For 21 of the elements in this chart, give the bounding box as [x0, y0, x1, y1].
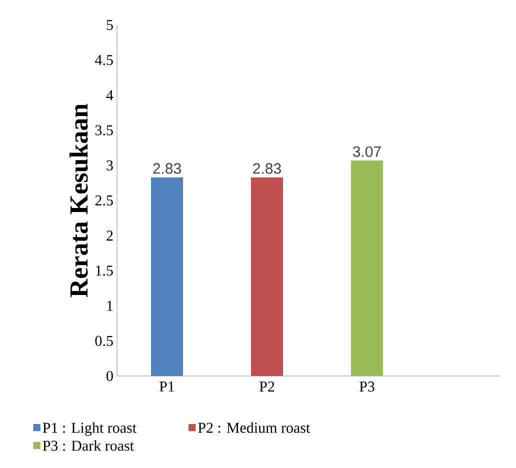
- y-tick-label: 0.5: [95, 336, 113, 346]
- y-tick-label: 5: [106, 20, 113, 30]
- y-tick-label: 2.5: [95, 195, 113, 206]
- legend-label: P2 : Medium roast: [198, 422, 310, 433]
- data-label: 2.83: [253, 163, 281, 174]
- x-tick-label: P2: [260, 382, 274, 392]
- x-tick-label: P1: [160, 382, 174, 392]
- y-tick-label: 4.5: [95, 55, 113, 66]
- legend-label: P1 : Light roast: [42, 422, 136, 436]
- data-label: 2.83: [153, 163, 181, 174]
- y-axis-title: Rerata Kesukaan: [70, 104, 88, 298]
- y-tick-label: 3.5: [95, 125, 113, 136]
- y-tick-label: 1.5: [96, 266, 113, 276]
- data-label: 3.07: [352, 146, 381, 157]
- y-tick-label: 2: [106, 230, 113, 241]
- y-tick-label: 1: [107, 300, 113, 311]
- y-tick-label: 3: [106, 160, 113, 170]
- y-tick-label: 4: [106, 90, 114, 100]
- y-tick-label: 0: [106, 370, 113, 382]
- x-tick-label: P3: [360, 382, 374, 392]
- legend-label: P3 : Dark roast: [42, 440, 134, 451]
